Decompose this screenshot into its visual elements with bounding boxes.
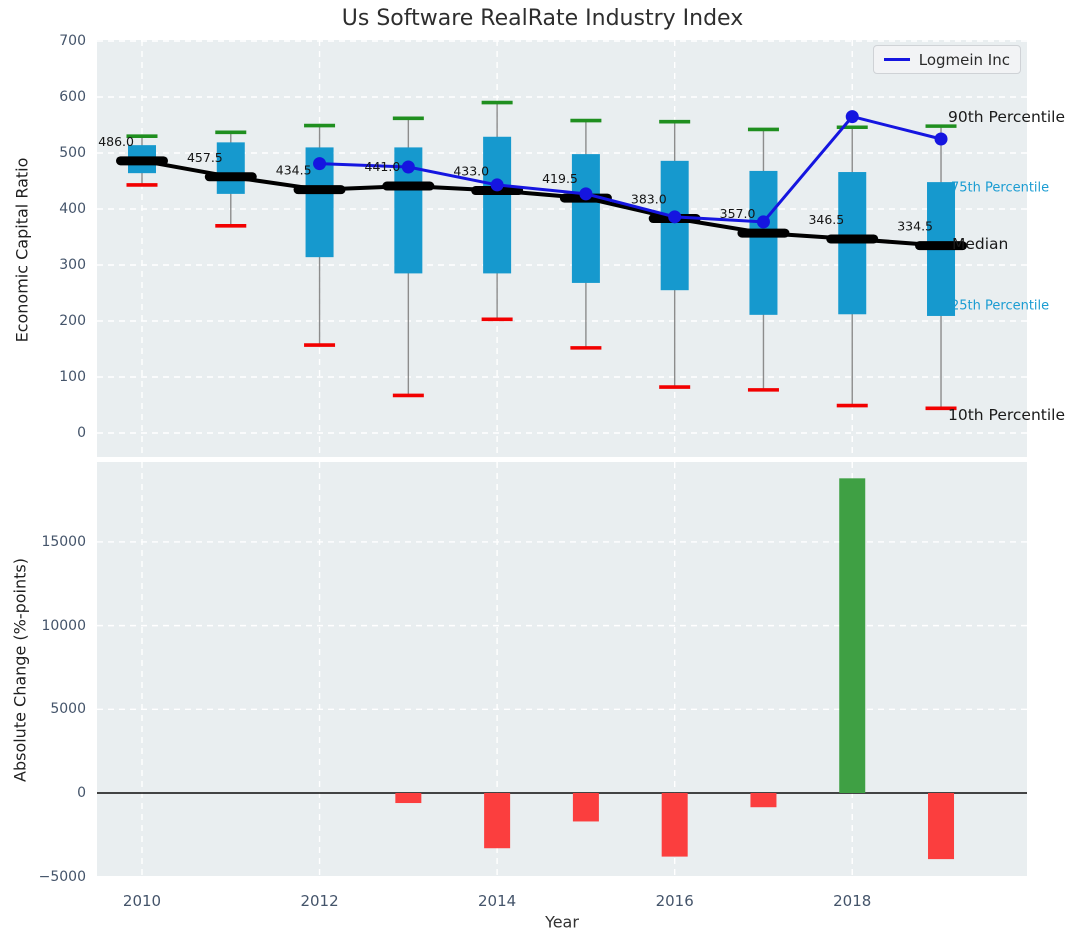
ytick-top-700: 700 xyxy=(24,32,86,50)
ytick-top-0: 0 xyxy=(24,424,86,442)
logmein-point-2014 xyxy=(491,178,504,191)
xtick-2016: 2016 xyxy=(640,892,710,910)
median-value-label-2014: 433.0 xyxy=(453,164,489,179)
change-bar-2016 xyxy=(662,793,688,857)
annotation-10th-percentile: 10th Percentile xyxy=(948,406,1065,424)
ytick-bottom-15000: 15000 xyxy=(24,533,86,551)
boxplot-panel: 75th Percentile 25th Percentile 486.0457… xyxy=(97,40,1027,457)
y-axis-label-absolute-change: Absolute Change (%-points) xyxy=(11,558,30,782)
iqr-box-2014 xyxy=(483,137,511,274)
median-marker-2013 xyxy=(382,182,434,191)
median-value-label-2015: 419.5 xyxy=(542,171,578,186)
boxplot-canvas: 486.0 457.5 434.5 441.0 433.0 419.5 383.0 357.0… xyxy=(97,40,1027,457)
median-marker-2012 xyxy=(294,185,346,194)
ytick-top-200: 200 xyxy=(24,312,86,330)
median-marker-2010 xyxy=(116,156,168,165)
median-marker-2018 xyxy=(826,234,878,243)
median-marker-2011 xyxy=(205,172,257,181)
logmein-point-2013 xyxy=(402,161,415,174)
ytick-bottom-5000: 5000 xyxy=(24,700,86,718)
annotation-90th-percentile: 90th Percentile xyxy=(948,108,1065,126)
change-bar-2017 xyxy=(750,793,776,807)
chart-title: Us Software RealRate Industry Index xyxy=(0,6,1085,31)
bar-panel xyxy=(97,462,1027,876)
ytick-top-100: 100 xyxy=(24,368,86,386)
xtick-2018: 2018 xyxy=(817,892,887,910)
logmein-point-2012 xyxy=(313,157,326,170)
change-bar-2018 xyxy=(839,478,865,793)
change-bar-2019 xyxy=(928,793,954,859)
legend: Logmein Inc xyxy=(873,45,1021,74)
iqr-box-2017 xyxy=(749,171,777,315)
bar-canvas xyxy=(97,462,1027,876)
median-value-label-2012: 434.5 xyxy=(276,163,312,178)
median-value-label-2011: 457.5 xyxy=(187,150,223,165)
median-value-label-2017: 357.0 xyxy=(720,206,756,221)
ytick-bottom--5000: −5000 xyxy=(24,868,86,886)
median-value-label-2013: 441.0 xyxy=(365,159,401,174)
median-marker-2017 xyxy=(737,229,789,238)
xtick-2014: 2014 xyxy=(462,892,532,910)
ytick-top-600: 600 xyxy=(24,88,86,106)
median-value-label-2016: 383.0 xyxy=(631,192,667,207)
median-value-label-2019: 334.5 xyxy=(897,219,933,234)
ytick-top-400: 400 xyxy=(24,200,86,218)
median-value-label-2018: 346.5 xyxy=(808,212,844,227)
logmein-point-2015 xyxy=(579,187,592,200)
iqr-box-2016 xyxy=(661,161,689,290)
xtick-2012: 2012 xyxy=(285,892,355,910)
change-bar-2014 xyxy=(484,793,510,848)
change-bar-2013 xyxy=(395,793,421,803)
xtick-2010: 2010 xyxy=(107,892,177,910)
ytick-bottom-10000: 10000 xyxy=(24,617,86,635)
median-value-label-2010: 486.0 xyxy=(98,134,134,149)
annotation-median: Median xyxy=(952,235,1008,253)
legend-label: Logmein Inc xyxy=(919,51,1010,69)
logmein-point-2017 xyxy=(757,215,770,228)
logmein-point-2016 xyxy=(668,210,681,223)
logmein-point-2018 xyxy=(846,110,859,123)
x-axis-label: Year xyxy=(545,913,579,932)
logmein-point-2019 xyxy=(935,133,948,146)
legend-line-sample xyxy=(884,58,910,61)
change-bar-2015 xyxy=(573,793,599,821)
figure: Us Software RealRate Industry Index Econ… xyxy=(0,0,1085,942)
ytick-bottom-0: 0 xyxy=(24,784,86,802)
ytick-top-500: 500 xyxy=(24,144,86,162)
ytick-top-300: 300 xyxy=(24,256,86,274)
